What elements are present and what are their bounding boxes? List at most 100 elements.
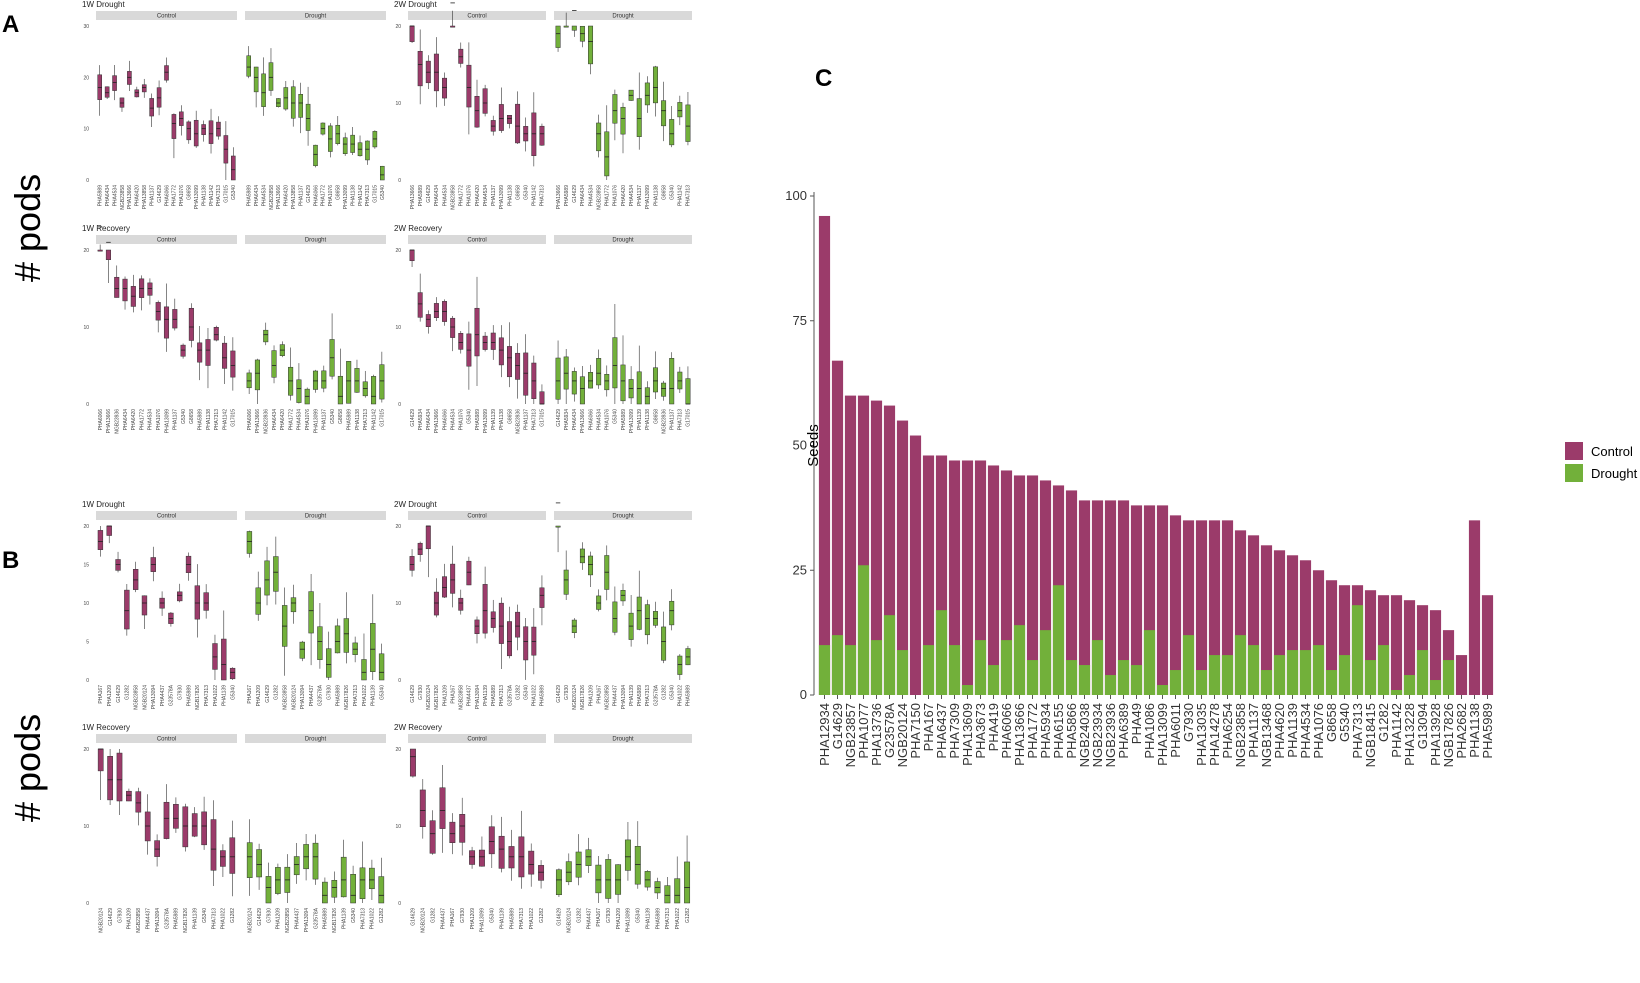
facet-strip-label: Control bbox=[157, 14, 176, 20]
box-control bbox=[179, 105, 184, 136]
box-iqr bbox=[634, 846, 641, 885]
x-tick-label: NGB17826 bbox=[195, 685, 201, 710]
box-control bbox=[185, 552, 192, 581]
box-iqr bbox=[173, 804, 179, 829]
facet-strip bbox=[408, 11, 546, 20]
box-control bbox=[531, 92, 537, 167]
box-iqr bbox=[563, 569, 569, 595]
box-drought bbox=[604, 105, 610, 180]
legend-label-control: Control bbox=[1591, 444, 1633, 459]
c-x-tick-label: PHA7309 bbox=[947, 703, 962, 759]
box-control bbox=[141, 78, 147, 98]
c-bar-control bbox=[1234, 530, 1247, 695]
box-iqr bbox=[539, 587, 545, 608]
box-drought bbox=[677, 654, 683, 680]
box-control bbox=[126, 788, 132, 802]
legend-label-drought: Drought bbox=[1591, 466, 1638, 481]
x-tick-label: PHA1209 bbox=[107, 685, 113, 707]
box-iqr bbox=[652, 66, 658, 104]
x-tick-label: PHA1076 bbox=[328, 185, 334, 207]
box-drought bbox=[264, 546, 270, 606]
c-bar-control bbox=[987, 465, 1000, 695]
x-tick-label: PHA4534 bbox=[442, 185, 448, 207]
box-control bbox=[498, 597, 504, 670]
x-tick-label: PHA1142 bbox=[532, 185, 538, 206]
box-iqr bbox=[571, 25, 577, 31]
y-tick-label: 0 bbox=[86, 178, 89, 184]
c-x-tick-label: PHA6155 bbox=[1051, 703, 1066, 759]
box-iqr bbox=[624, 839, 631, 871]
box-iqr bbox=[508, 846, 515, 869]
box-control bbox=[210, 800, 217, 887]
x-tick-label: G1282 bbox=[539, 908, 545, 923]
c-bar-drought bbox=[1234, 635, 1247, 695]
box-iqr bbox=[458, 597, 464, 611]
box-drought bbox=[644, 381, 650, 405]
x-tick-label: NGB23858 bbox=[459, 685, 465, 710]
c-bar-drought bbox=[1429, 680, 1442, 695]
box-iqr bbox=[213, 327, 219, 341]
x-tick-label: PHA4534 bbox=[297, 409, 303, 431]
c-bar-drought bbox=[1143, 630, 1156, 695]
c-bar-drought bbox=[1312, 645, 1325, 695]
x-tick-label: PHA7313 bbox=[363, 409, 369, 431]
box-iqr bbox=[265, 876, 272, 904]
box-control bbox=[114, 265, 120, 298]
x-tick-label: PHA6066 bbox=[247, 409, 253, 431]
box-control bbox=[515, 604, 521, 651]
x-tick-label: PHA7313 bbox=[645, 685, 651, 707]
x-tick-label: G8658 bbox=[336, 185, 342, 200]
c-bar-drought bbox=[1078, 665, 1091, 695]
c-bar-control bbox=[1143, 505, 1156, 695]
box-iqr bbox=[449, 821, 456, 843]
box-iqr bbox=[644, 604, 650, 636]
box-drought bbox=[337, 348, 343, 405]
box-control bbox=[478, 836, 485, 867]
box-iqr bbox=[644, 82, 650, 106]
facet-strip bbox=[554, 734, 692, 743]
box-control bbox=[429, 810, 436, 855]
box-control bbox=[409, 748, 416, 778]
c-bar-control bbox=[1390, 595, 1403, 695]
box-drought bbox=[296, 363, 302, 404]
box-iqr bbox=[409, 556, 415, 571]
x-tick-label: PHA13666 bbox=[410, 185, 416, 209]
x-tick-label: PHA1772 bbox=[288, 409, 294, 431]
box-iqr bbox=[172, 309, 178, 329]
x-tick-label: PHA13099 bbox=[499, 185, 505, 209]
facet-strip bbox=[245, 511, 386, 520]
x-tick-label: G1282 bbox=[125, 685, 131, 700]
box-iqr bbox=[442, 77, 448, 99]
box-control bbox=[409, 25, 415, 43]
box-drought bbox=[254, 358, 260, 404]
box-control bbox=[450, 2, 456, 28]
box-drought bbox=[565, 853, 572, 886]
panel-label-c: C bbox=[815, 65, 832, 92]
x-tick-label: PHA1772 bbox=[321, 185, 327, 207]
box-drought bbox=[636, 72, 642, 150]
x-tick-label: PHA5989 bbox=[197, 409, 203, 431]
x-tick-label: PHA7313 bbox=[204, 685, 210, 707]
c-bar-drought bbox=[1325, 670, 1338, 695]
box-drought bbox=[346, 360, 352, 404]
box-iqr bbox=[605, 859, 612, 899]
box-control bbox=[213, 325, 219, 342]
box-iqr bbox=[369, 867, 375, 890]
facet-strip-label: Drought bbox=[612, 514, 634, 520]
box-drought bbox=[596, 349, 602, 389]
box-iqr bbox=[378, 876, 385, 904]
box-drought bbox=[596, 589, 602, 612]
x-tick-label: PHA7313 bbox=[216, 185, 222, 207]
x-tick-label: G1282 bbox=[685, 908, 691, 923]
c-bar-control bbox=[1481, 595, 1494, 695]
box-iqr bbox=[498, 104, 504, 131]
c-bar-drought bbox=[1403, 675, 1416, 695]
x-tick-label: PHA1138 bbox=[645, 409, 651, 430]
box-iqr bbox=[343, 618, 350, 653]
box-iqr bbox=[669, 358, 675, 405]
c-x-tick-label: PHA13609 bbox=[960, 703, 975, 766]
box-drought bbox=[612, 89, 618, 141]
x-tick-label: PHA6066 bbox=[313, 185, 319, 207]
box-drought bbox=[331, 871, 338, 903]
